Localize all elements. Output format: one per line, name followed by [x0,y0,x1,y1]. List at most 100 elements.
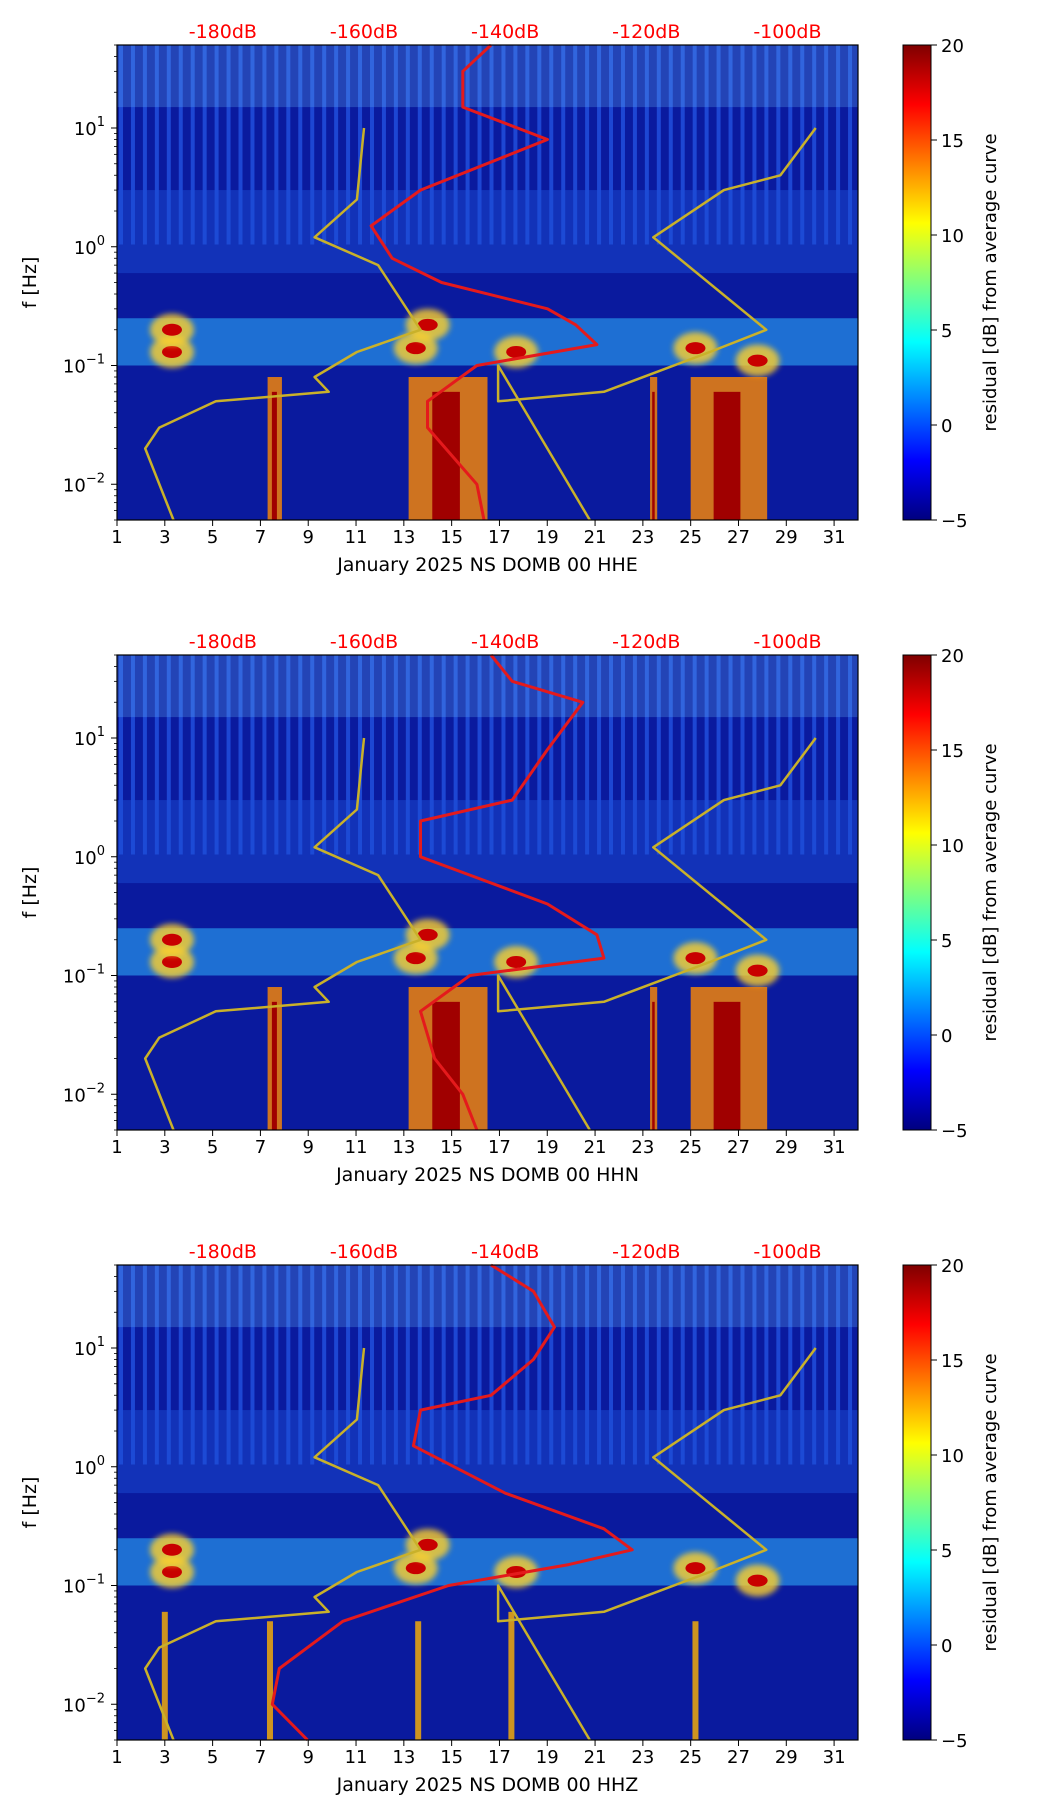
y-tick-base: 10 [63,1695,86,1716]
top-db-label: -180dB [189,21,257,43]
daily-stripe [238,45,243,245]
daily-stripe [310,45,315,245]
daily-stripe [656,45,661,245]
daily-stripe [226,655,231,855]
y-tick-base: 10 [74,729,97,750]
daily-stripe [310,1265,315,1465]
colorbar-tick-label: 5 [941,1541,952,1562]
energy-core [747,964,768,977]
daily-stripe [549,1265,554,1465]
daily-stripe [692,1265,697,1465]
x-tick-label: 9 [302,1137,313,1158]
top-db-label: -100dB [753,1241,821,1263]
energy-core [685,342,706,355]
colorbar-tick-label: 10 [941,836,964,857]
daily-stripe [728,655,733,855]
daily-stripe [417,655,422,855]
colorbar-gradient [902,654,932,1131]
daily-stripe [704,655,709,855]
curve-noise-model [143,1347,422,1741]
daily-stripe [429,45,434,245]
daily-stripe [214,655,219,855]
x-tick-label: 7 [255,1747,266,1768]
x-tick-label: 15 [440,527,463,548]
daily-stripe [190,1265,195,1465]
y-tick-exponent: 0 [97,234,105,249]
daily-stripe [573,655,578,855]
daily-stripe [358,655,363,855]
daily-stripe [298,655,303,855]
x-tick-label: 1 [111,1137,122,1158]
energy-core [506,345,527,358]
colorbar-tick-label: −5 [941,1731,968,1752]
daily-stripe [381,655,386,855]
curve-noise-model [143,127,422,521]
burst-core [713,391,741,520]
y-tick-label: 100 [74,1454,105,1479]
daily-stripe [644,655,649,855]
daily-stripe [836,1265,841,1465]
daily-stripe [561,45,566,245]
burst-core [432,1001,460,1130]
daily-stripe [119,45,123,245]
daily-stripe [262,655,267,855]
daily-stripe [202,655,207,855]
burst-core [432,391,460,520]
x-tick-label: 23 [631,1137,654,1158]
daily-stripe [441,655,446,855]
energy-core [161,955,182,968]
y-tick-base: 10 [63,1085,86,1106]
x-tick-label: 27 [727,527,750,548]
daily-stripe [764,1265,769,1465]
burst-core [652,1001,655,1130]
daily-stripe [178,655,183,855]
top-db-label: -160dB [330,1241,398,1263]
x-tick-label: 1 [111,527,122,548]
daily-stripe [668,1265,673,1465]
daily-stripe [561,1265,566,1465]
daily-stripe [597,655,602,855]
daily-stripe [585,655,590,855]
colorbar-tick-label: 5 [941,321,952,342]
curve-noise-model [496,737,817,1131]
daily-stripe [238,1265,243,1465]
daily-stripe [848,1265,853,1465]
daily-stripe [453,655,458,855]
daily-stripe [513,1265,518,1465]
daily-stripe [405,1265,410,1465]
daily-stripe [334,45,339,245]
daily-stripe [704,45,709,245]
energy-core [161,933,182,946]
low-frequency-burst [161,1611,168,1740]
x-tick-label: 25 [679,1137,702,1158]
daily-stripe [549,45,554,245]
daily-stripe [334,1265,339,1465]
x-tick-label: 1 [111,1747,122,1768]
daily-stripe [573,1265,578,1465]
daily-stripe [310,655,315,855]
daily-stripe [166,1265,171,1465]
daily-stripe [620,655,625,855]
daily-stripe [740,45,745,245]
daily-stripe [346,45,351,245]
x-tick-label: 21 [584,1137,607,1158]
daily-stripe [489,655,494,855]
high-frequency-noise [117,1265,858,1328]
energy-core [161,323,182,336]
colorbar-tick-label: −5 [941,511,968,532]
daily-stripe [130,655,135,855]
y-tick-base: 10 [74,119,97,140]
daily-stripe [812,1265,817,1465]
daily-stripe [489,1265,494,1465]
daily-stripe [609,1265,614,1465]
x-tick-label: 15 [440,1747,463,1768]
daily-stripe [848,45,853,245]
daily-stripe [334,655,339,855]
daily-stripe [752,1265,757,1465]
y-tick-exponent: 1 [97,1335,105,1350]
daily-stripe [119,1265,123,1465]
top-db-label: -180dB [189,1241,257,1263]
x-tick-label: 7 [255,1137,266,1158]
top-db-label: -140dB [471,631,539,653]
